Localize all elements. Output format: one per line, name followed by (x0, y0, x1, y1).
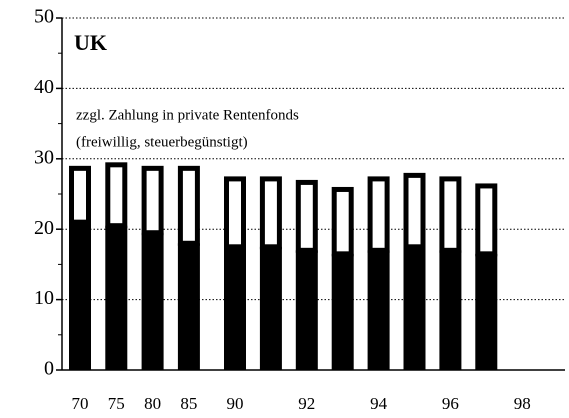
bar-segment (295, 179, 318, 253)
x-tick-label: 92 (298, 394, 315, 413)
bar-segment (331, 186, 354, 257)
bar-segment (367, 176, 390, 253)
x-tick-label: 70 (72, 394, 89, 413)
bar-segment (331, 253, 354, 370)
x-tick-label: 94 (370, 394, 388, 413)
bar-segment (224, 176, 246, 250)
bar-segment (224, 246, 246, 370)
bar-segment (403, 246, 426, 370)
bar-segment (259, 246, 282, 370)
bar-segment (177, 243, 200, 370)
bar-segment (141, 232, 164, 370)
bar-segment (439, 176, 462, 253)
x-tick-label: 96 (442, 394, 459, 413)
bar-segment (259, 176, 282, 250)
bar-segment (475, 253, 498, 370)
bar-segment (141, 165, 164, 236)
bar-segment (367, 250, 390, 370)
annotation: zzgl. Zahlung in private Rentenfonds (76, 107, 299, 123)
y-tick-label: 20 (34, 217, 54, 239)
y-tick-label: 10 (34, 287, 54, 309)
x-tick-label: 85 (180, 394, 197, 413)
x-tick-label: 90 (227, 394, 244, 413)
y-tick-label: 50 (34, 6, 54, 28)
annotation: (freiwillig, steuerbegünstigt) (76, 134, 248, 150)
y-tick-label: 30 (34, 146, 54, 168)
bar-segment (69, 165, 91, 225)
bar-segment (177, 165, 200, 246)
y-tick-label: 40 (34, 76, 54, 98)
bar-segment (403, 172, 426, 250)
bar-segment (105, 162, 128, 229)
bar-segment (295, 250, 318, 370)
bar-segment (69, 222, 91, 370)
bar-segment (439, 250, 462, 370)
x-tick-label: 75 (108, 394, 125, 413)
x-tick-label: 80 (144, 394, 161, 413)
bar-segment (475, 183, 498, 257)
y-tick-label: 0 (44, 358, 54, 380)
x-tick-label: 98 (514, 394, 531, 413)
chart-title: UK (74, 30, 107, 55)
bar-segment (105, 225, 128, 370)
